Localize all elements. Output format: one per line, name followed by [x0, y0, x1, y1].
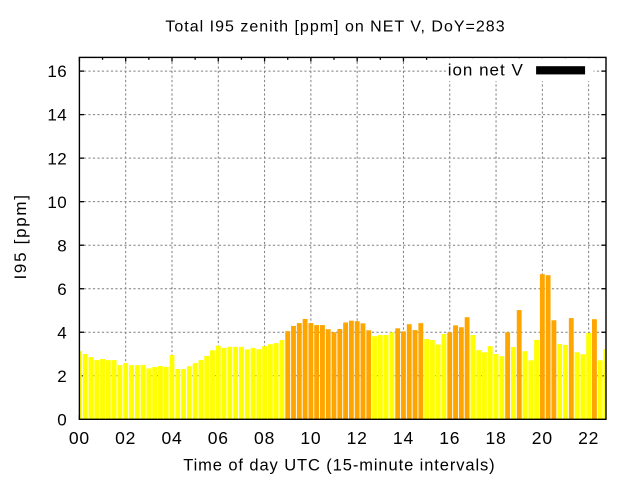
- svg-text:14: 14: [47, 106, 67, 125]
- svg-text:10: 10: [47, 193, 67, 212]
- svg-text:20: 20: [532, 428, 553, 448]
- svg-text:Time of day UTC (15-minute int: Time of day UTC (15-minute intervals): [183, 457, 495, 475]
- svg-text:06: 06: [208, 428, 229, 448]
- svg-text:ion net V: ion net V: [448, 61, 524, 80]
- svg-text:Total I95 zenith [ppm] on NET: Total I95 zenith [ppm] on NET V, DoY=283: [165, 19, 505, 36]
- svg-text:12: 12: [47, 149, 67, 168]
- svg-text:04: 04: [161, 428, 182, 448]
- svg-text:2: 2: [57, 367, 67, 386]
- svg-text:4: 4: [57, 323, 67, 342]
- svg-text:02: 02: [115, 428, 136, 448]
- svg-text:10: 10: [300, 428, 321, 448]
- svg-text:0: 0: [57, 410, 67, 429]
- svg-text:16: 16: [439, 428, 460, 448]
- svg-text:I95 [ppm]: I95 [ppm]: [11, 193, 30, 279]
- svg-text:18: 18: [486, 428, 507, 448]
- svg-text:8: 8: [57, 236, 67, 255]
- svg-text:6: 6: [57, 280, 67, 299]
- svg-text:12: 12: [347, 428, 368, 448]
- svg-text:08: 08: [254, 428, 275, 448]
- svg-text:16: 16: [47, 62, 67, 81]
- svg-text:22: 22: [578, 428, 599, 448]
- svg-text:14: 14: [393, 428, 414, 448]
- svg-text:00: 00: [69, 428, 90, 448]
